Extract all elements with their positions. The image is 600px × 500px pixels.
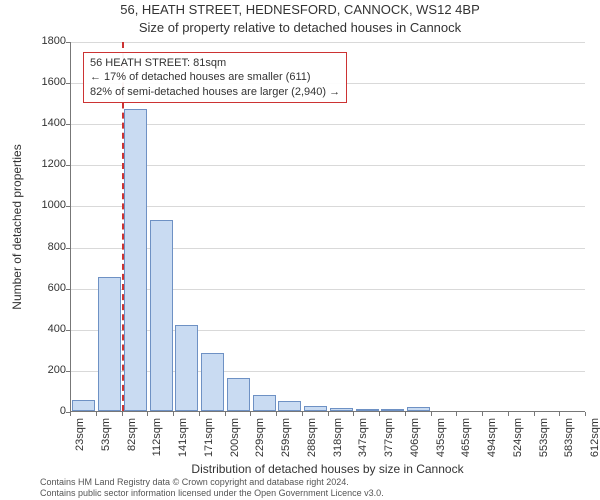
x-tick-label: 53sqm [100, 418, 112, 462]
x-tick-label: 141sqm [177, 418, 189, 462]
x-tick-label: 406sqm [409, 418, 421, 462]
y-tick-label: 600 [30, 282, 66, 294]
annotation-box: 56 HEATH STREET: 81sqm← 17% of detached … [83, 52, 347, 103]
footer-line2: Contains public sector information licen… [40, 488, 580, 498]
page-title-address: 56, HEATH STREET, HEDNESFORD, CANNOCK, W… [0, 2, 600, 17]
x-tick-label: 347sqm [357, 418, 369, 462]
page-subtitle: Size of property relative to detached ho… [0, 20, 600, 35]
histogram-bar [253, 395, 276, 411]
x-tick-label: 612sqm [589, 418, 600, 462]
x-tick-label: 465sqm [460, 418, 472, 462]
annotation-line: ← 17% of detached houses are smaller (61… [90, 70, 340, 84]
y-axis-label: Number of detached properties [10, 42, 26, 412]
y-tick-label: 1800 [30, 35, 66, 47]
x-tick-label: 377sqm [383, 418, 395, 462]
x-tick-label: 318sqm [332, 418, 344, 462]
histogram-bar [381, 409, 404, 411]
x-tick-label: 112sqm [151, 418, 163, 462]
annotation-line: 82% of semi-detached houses are larger (… [90, 85, 340, 99]
histogram-bar [227, 378, 250, 411]
x-tick-label: 200sqm [229, 418, 241, 462]
x-tick-label: 435sqm [435, 418, 447, 462]
y-tick-label: 1400 [30, 117, 66, 129]
x-tick-label: 229sqm [254, 418, 266, 462]
y-tick-label: 1000 [30, 199, 66, 211]
histogram-bar [98, 277, 121, 411]
x-tick-label: 259sqm [280, 418, 292, 462]
histogram-bar [356, 409, 379, 411]
x-tick-label: 524sqm [512, 418, 524, 462]
histogram-bar [201, 353, 224, 411]
histogram-bar [175, 325, 198, 411]
x-tick-label: 23sqm [74, 418, 86, 462]
y-tick-label: 1200 [30, 158, 66, 170]
histogram-bar [72, 400, 95, 411]
x-tick-label: 553sqm [538, 418, 550, 462]
histogram-bar [407, 407, 430, 411]
x-tick-label: 494sqm [486, 418, 498, 462]
y-tick-label: 0 [30, 405, 66, 417]
histogram-chart: 56 HEATH STREET: 81sqm← 17% of detached … [70, 42, 585, 412]
annotation-line: 56 HEATH STREET: 81sqm [90, 56, 340, 70]
footer-line1: Contains HM Land Registry data © Crown c… [40, 477, 580, 487]
histogram-bar [278, 401, 301, 411]
footer-attribution: Contains HM Land Registry data © Crown c… [40, 477, 580, 498]
histogram-bar [124, 109, 147, 411]
x-axis-label: Distribution of detached houses by size … [70, 462, 585, 476]
x-tick-label: 171sqm [203, 418, 215, 462]
histogram-bar [150, 220, 173, 411]
histogram-bar [330, 408, 353, 411]
y-tick-label: 800 [30, 241, 66, 253]
y-tick-label: 400 [30, 323, 66, 335]
x-tick-label: 82sqm [126, 418, 138, 462]
x-tick-label: 583sqm [563, 418, 575, 462]
x-tick-label: 288sqm [306, 418, 318, 462]
y-tick-label: 200 [30, 364, 66, 376]
histogram-bar [304, 406, 327, 411]
y-tick-label: 1600 [30, 76, 66, 88]
